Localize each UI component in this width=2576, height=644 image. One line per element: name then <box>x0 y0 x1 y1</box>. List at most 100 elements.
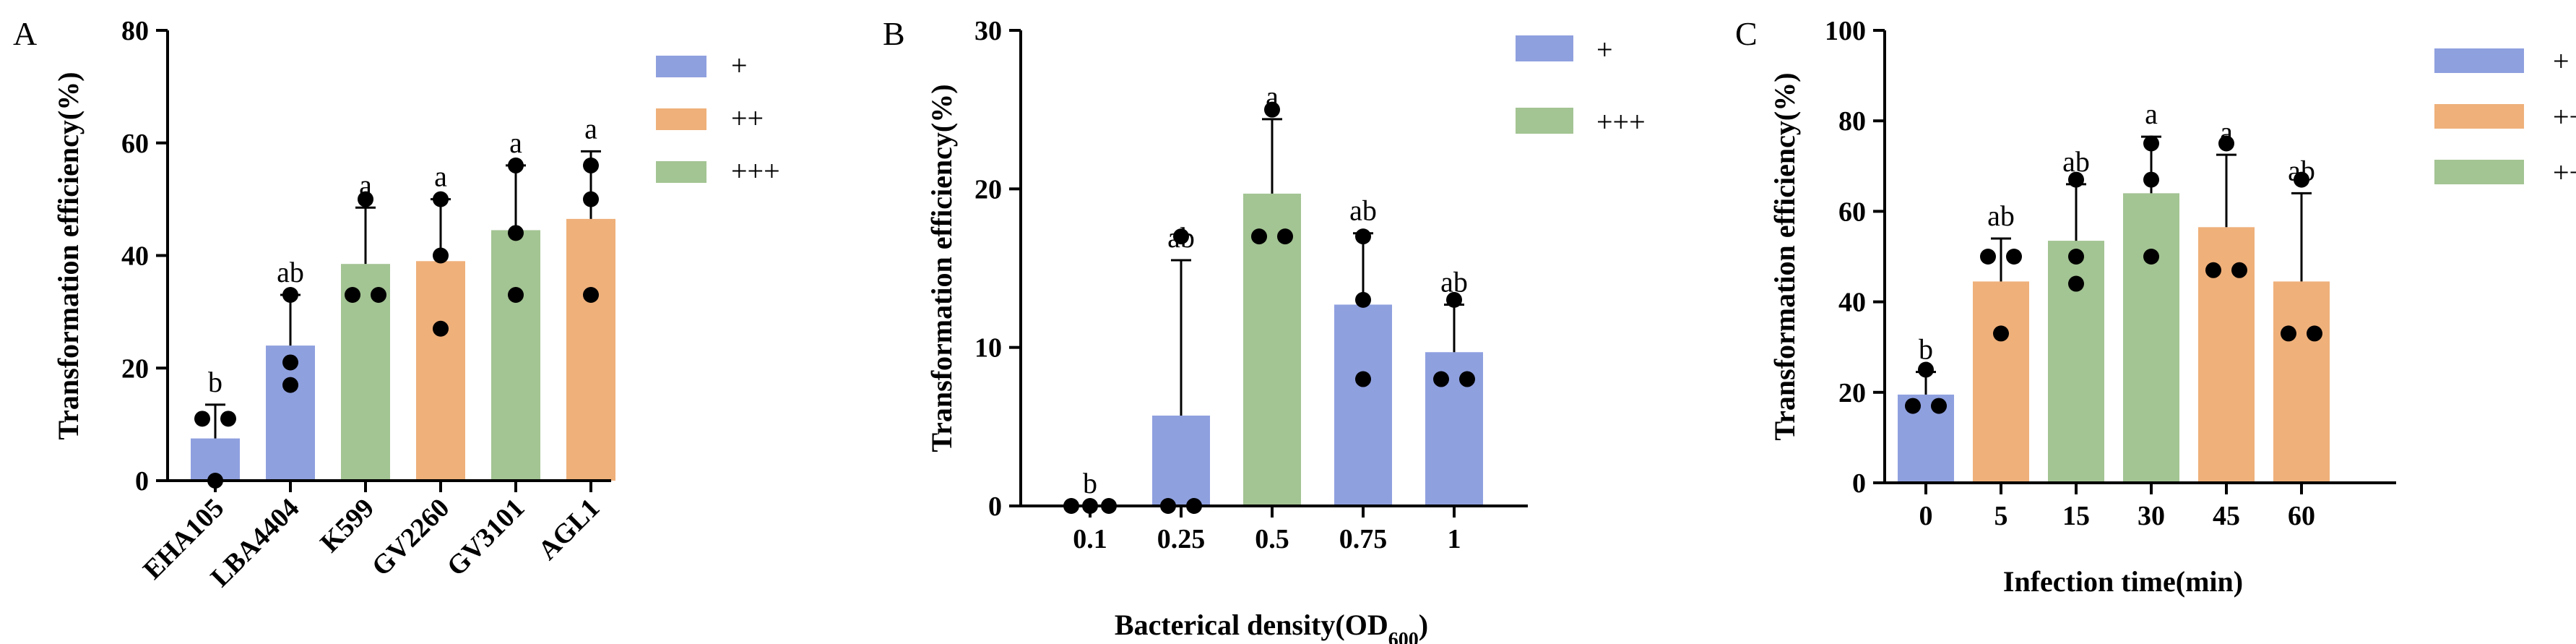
panel-letter: A <box>13 15 37 52</box>
data-point <box>2143 171 2159 188</box>
bar-AGL1 <box>566 218 615 481</box>
data-point <box>1277 228 1293 245</box>
data-point <box>194 411 210 427</box>
data-point <box>433 247 449 264</box>
y-tick-label: 100 <box>1825 16 1866 46</box>
data-point <box>2231 262 2247 278</box>
data-point <box>1355 371 1371 387</box>
data-point <box>1918 361 1934 378</box>
bar-0.5 <box>1243 193 1301 506</box>
data-point <box>433 320 449 337</box>
legend-swatch <box>1516 108 1573 134</box>
legend-swatch <box>656 56 706 77</box>
data-point <box>1355 228 1371 245</box>
error-bar-0.5 <box>1262 118 1282 194</box>
bar-GV3101 <box>491 230 540 481</box>
data-point <box>2068 275 2084 292</box>
y-axis-label: Transformation efficiency(%) <box>925 84 958 452</box>
legend-label: + <box>731 49 748 82</box>
y-tick-label: 0 <box>1852 468 1866 499</box>
significance-label: a <box>2220 116 2233 148</box>
bar-GV2260 <box>416 261 465 481</box>
legend-swatch <box>2434 160 2524 184</box>
y-tick-label: 60 <box>121 129 149 159</box>
significance-label: a <box>359 168 372 201</box>
error-bar-K599 <box>355 206 376 265</box>
significance-label: ab <box>1349 194 1377 227</box>
y-tick-label: 40 <box>1838 288 1866 318</box>
significance-label: ab <box>2062 145 2090 178</box>
legend-label: +++ <box>731 155 780 187</box>
significance-label: a <box>509 126 522 159</box>
x-tick-label: GV2260 <box>366 493 456 583</box>
x-tick-label: 1 <box>1448 524 1461 554</box>
significance-label: ab <box>277 256 304 288</box>
y-tick-label: 80 <box>1838 106 1866 137</box>
bar-45 <box>2198 227 2255 483</box>
bar-30 <box>2123 193 2179 483</box>
x-tick-label: 15 <box>2062 501 2090 531</box>
y-axis-label: Transformation efficiency(%) <box>52 72 85 439</box>
data-point <box>2143 135 2159 152</box>
data-point <box>220 411 236 427</box>
data-point <box>2006 249 2022 265</box>
legend-swatch <box>656 108 706 130</box>
legend-label: +++ <box>2553 156 2576 189</box>
legend-swatch <box>1516 35 1573 61</box>
y-tick-label: 80 <box>121 16 149 46</box>
y-tick-label: 20 <box>974 174 1002 205</box>
data-point <box>2143 249 2159 265</box>
data-point <box>583 157 599 173</box>
bar-60 <box>2273 281 2330 483</box>
data-point <box>583 287 599 304</box>
x-tick-label: 60 <box>2288 501 2315 531</box>
error-bar-60 <box>2291 192 2312 282</box>
panel-b: Bb ab a ab ab 0 10 20 30 0.1 0.25 0.5 0.75 1 Transform… <box>883 15 1646 644</box>
panel-letter: B <box>883 15 905 52</box>
data-point <box>508 225 524 241</box>
y-tick-label: 0 <box>988 491 1002 522</box>
data-point <box>1931 398 1947 414</box>
y-tick-label: 30 <box>974 16 1002 46</box>
y-tick-label: 60 <box>1838 197 1866 227</box>
legend-label: + <box>1596 33 1613 66</box>
data-point <box>508 287 524 304</box>
bar-5 <box>1973 281 2029 483</box>
significance-label: b <box>208 366 222 398</box>
legend-label: ++ <box>731 102 764 134</box>
significance-label: a <box>2145 98 2158 130</box>
bar-1 <box>1425 352 1483 506</box>
legend-swatch <box>2434 48 2524 73</box>
legend-label: + <box>2553 45 2569 77</box>
significance-label: ab <box>1987 199 2015 232</box>
significance-label: a <box>1266 80 1279 113</box>
x-axis-label: Bacterical density(OD600) <box>1115 609 1428 644</box>
error-bar-1 <box>1444 303 1464 353</box>
panel-c: Cb ab ab a a ab 0 20 40 60 80 100 0 5 15 30 45 60 Transfor… <box>1735 15 2576 598</box>
x-tick-label: 5 <box>1994 501 2008 531</box>
significance-label: a <box>434 160 447 193</box>
significance-label: b <box>1083 467 1097 499</box>
x-tick-label: 0.5 <box>1255 524 1289 554</box>
data-point <box>508 157 524 173</box>
y-tick-label: 40 <box>121 241 149 272</box>
data-point <box>371 287 386 304</box>
data-point <box>1905 398 1921 414</box>
data-point <box>1993 325 2009 342</box>
y-axis-label: Transformation efficiency(%) <box>1768 72 1801 440</box>
y-tick-label: 20 <box>121 353 149 384</box>
legend-swatch <box>2434 104 2524 129</box>
significance-label: ab <box>1440 265 1468 298</box>
significance-label: b <box>1919 333 1933 366</box>
x-tick-label: AGL1 <box>532 493 605 566</box>
y-tick-label: 0 <box>135 466 149 497</box>
data-point <box>433 191 449 207</box>
data-point <box>345 287 360 304</box>
data-point <box>1433 371 1449 387</box>
data-point <box>2205 262 2221 278</box>
data-point <box>2281 325 2296 342</box>
significance-label: a <box>584 112 597 145</box>
y-tick-label: 20 <box>1838 378 1866 408</box>
data-point <box>1264 101 1280 118</box>
x-tick-label: 0.75 <box>1339 524 1388 554</box>
